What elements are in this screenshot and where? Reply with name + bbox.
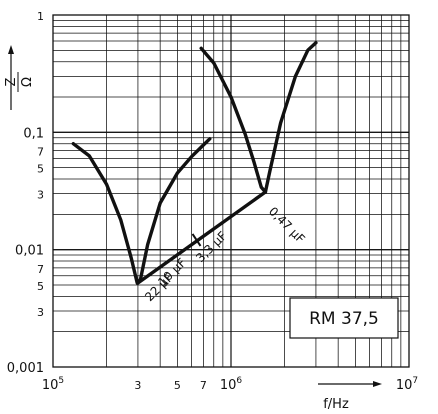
- series-curve-2: [136, 190, 268, 285]
- x-tick-label: 106: [220, 376, 243, 393]
- y-axis-label-top: Z: [4, 77, 19, 86]
- y-tick-label: 3: [37, 306, 44, 319]
- x-axis-label-text: f/Hz: [323, 397, 349, 412]
- series-layer: [71, 41, 318, 285]
- y-tick-label: 0,1: [23, 126, 44, 141]
- x-axis-arrowhead: [373, 381, 382, 387]
- x-tick-label: 5: [174, 379, 181, 392]
- rm-label-box: RM 37,5: [289, 297, 399, 339]
- y-tick-label: 7: [37, 263, 44, 276]
- plot-frame: [52, 14, 410, 368]
- y-tick-label: 3: [37, 189, 44, 202]
- resonance-marker: [191, 233, 202, 247]
- y-axis-arrowhead: [8, 45, 14, 54]
- y-axis-label: Z Ω: [4, 45, 35, 110]
- x-tick-label: 107: [396, 376, 418, 393]
- series-curve-1: [199, 41, 318, 194]
- rm-label: RM 37,5: [309, 309, 379, 329]
- y-tick-label: 7: [37, 146, 44, 159]
- rm-box-frame: [289, 297, 399, 339]
- ticks-layer: 105 3 5 7 106 107 1 0,1 7 5 3 0,01 7 5 3 0,001: [7, 10, 418, 393]
- label-047uf: 0,47 µF: [266, 204, 308, 246]
- x-tick-label: 7: [200, 379, 207, 392]
- x-axis-label: f/Hz: [318, 381, 382, 412]
- x-tick-label: 105: [42, 376, 64, 393]
- y-tick-label: 0,01: [15, 244, 44, 259]
- y-tick-label: 1: [37, 10, 44, 23]
- y-tick-label: 5: [37, 163, 44, 176]
- y-tick-label: 5: [37, 280, 44, 293]
- x-tick-label: 3: [134, 379, 141, 392]
- y-axis-label-bottom: Ω: [20, 77, 35, 87]
- y-tick-label: 0,001: [7, 361, 44, 376]
- label-33uf: 3,3 µF: [193, 229, 229, 265]
